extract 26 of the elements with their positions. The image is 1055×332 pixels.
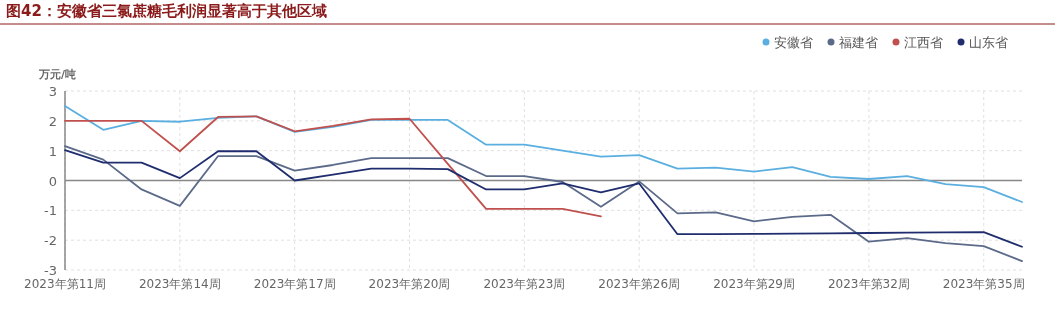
y-tick-label: 0 — [48, 173, 57, 189]
line-series — [64, 105, 1023, 203]
line-series — [64, 149, 1023, 248]
x-tick-label: 2023年第23周 — [483, 277, 566, 291]
x-tick-label: 2023年第17周 — [253, 277, 336, 291]
y-tick-label: -1 — [44, 203, 57, 219]
line-series — [64, 115, 602, 218]
x-tick-label: 2023年第32周 — [827, 277, 910, 291]
y-axis-title: 万元/吨 — [38, 68, 77, 81]
legend-label: 江西省 — [904, 35, 943, 50]
legend-label: 福建省 — [839, 35, 878, 50]
legend-label: 山东省 — [969, 35, 1008, 50]
y-tick-label: 2 — [48, 113, 57, 129]
line-series — [64, 145, 1023, 262]
y-tick-label: 3 — [48, 84, 57, 99]
x-tick-label: 2023年第26周 — [598, 277, 681, 291]
y-tick-label: 1 — [48, 143, 57, 159]
x-tick-label: 2023年第20周 — [368, 277, 451, 291]
y-tick-label: -3 — [44, 263, 57, 278]
x-tick-label: 2023年第14周 — [138, 277, 221, 291]
x-tick-label: 2023年第29周 — [713, 277, 795, 291]
x-tick-label: 2023年第11周 — [24, 277, 106, 291]
x-tick-label: 2023年第35周 — [942, 277, 1025, 291]
legend-label: 安徽省 — [774, 35, 813, 50]
y-tick-label: -2 — [44, 233, 57, 249]
chart-title: 图42：安徽省三氯蔗糖毛利润显著高于其他区域 — [6, 2, 327, 20]
